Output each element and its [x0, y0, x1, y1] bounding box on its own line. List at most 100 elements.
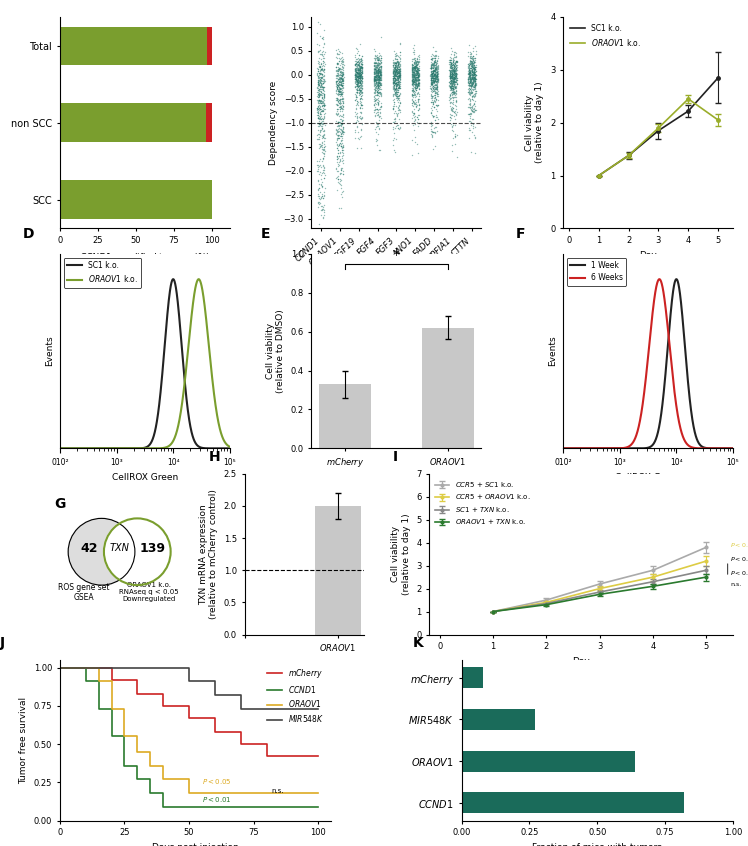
- Point: [411, 62, 423, 75]
- Point: [425, 72, 437, 85]
- Point: [313, 189, 325, 202]
- Point: [374, 65, 386, 79]
- Point: [319, 46, 331, 59]
- Point: [468, 72, 479, 85]
- Point: [387, 131, 399, 145]
- Point: [373, 64, 385, 78]
- Point: [370, 80, 382, 94]
- Point: [394, 122, 406, 135]
- Point: [387, 64, 399, 78]
- Point: [432, 87, 444, 101]
- Point: [336, 126, 348, 140]
- Point: [355, 70, 367, 84]
- Point: [447, 80, 459, 93]
- Point: [370, 121, 382, 135]
- Point: [316, 80, 328, 93]
- Point: [331, 139, 343, 152]
- Point: [351, 85, 363, 99]
- Point: [406, 64, 418, 78]
- Point: [412, 69, 424, 82]
- Point: [372, 81, 384, 95]
- Point: [390, 47, 402, 60]
- Point: [392, 55, 404, 69]
- Point: [388, 82, 400, 96]
- Point: [430, 65, 442, 79]
- Point: [411, 70, 423, 84]
- Point: [426, 52, 438, 65]
- Point: [353, 80, 365, 93]
- Point: [462, 75, 474, 89]
- $\it{mCherry}$: [55, 662, 64, 673]
- Point: [408, 78, 420, 91]
- Point: [370, 74, 382, 87]
- Point: [334, 95, 346, 108]
- Point: [333, 69, 345, 83]
- Point: [373, 65, 384, 79]
- Point: [312, 112, 324, 125]
- Point: [468, 70, 480, 84]
- Point: [387, 69, 399, 83]
- Point: [368, 74, 380, 87]
- Point: [425, 50, 437, 63]
- Point: [462, 74, 474, 87]
- Point: [371, 71, 383, 85]
- Point: [391, 63, 403, 76]
- Point: [465, 103, 476, 117]
- Point: [411, 69, 423, 83]
- Point: [317, 143, 329, 157]
- Point: [373, 110, 385, 124]
- Point: [311, 81, 323, 95]
- Point: [373, 73, 384, 86]
- Point: [336, 69, 348, 82]
- $\it{CCND1}$: [94, 704, 103, 714]
- Point: [350, 57, 362, 70]
- Point: [407, 85, 419, 99]
- Point: [466, 58, 478, 71]
- Point: [411, 58, 423, 71]
- Point: [427, 74, 439, 87]
- Point: [431, 116, 443, 129]
- Point: [387, 60, 399, 74]
- Point: [406, 106, 418, 119]
- Point: [353, 48, 365, 62]
- Point: [392, 90, 404, 103]
- Point: [431, 73, 443, 86]
- Point: [445, 83, 457, 96]
- Point: [355, 70, 367, 84]
- Point: [313, 91, 325, 104]
- Point: [335, 87, 347, 101]
- Text: K: K: [413, 636, 423, 650]
- $\it{MIR548K}$: [314, 704, 323, 714]
- Point: [312, 124, 324, 137]
- Point: [427, 96, 439, 109]
- $\it{mCherry}$: [288, 751, 297, 761]
- Point: [463, 57, 475, 70]
- Point: [426, 69, 438, 83]
- Point: [316, 94, 328, 107]
- Point: [387, 74, 399, 87]
- Point: [313, 182, 325, 195]
- Point: [373, 74, 384, 87]
- Point: [387, 72, 399, 85]
- Point: [393, 69, 405, 83]
- Point: [426, 58, 438, 71]
- Point: [370, 45, 381, 58]
- Point: [446, 57, 458, 70]
- Point: [449, 62, 461, 75]
- Point: [390, 69, 402, 82]
- Point: [412, 68, 424, 81]
- Point: [407, 74, 419, 87]
- Bar: [207, 26, 212, 65]
- Point: [353, 86, 365, 100]
- Point: [426, 78, 438, 91]
- Point: [330, 71, 342, 85]
- Point: [408, 75, 420, 89]
- Point: [465, 54, 476, 68]
- Point: [337, 168, 349, 181]
- Point: [313, 108, 325, 122]
- Point: [469, 121, 481, 135]
- Point: [426, 85, 438, 98]
- Point: [466, 57, 478, 70]
- Point: [407, 78, 419, 91]
- Point: [465, 63, 477, 77]
